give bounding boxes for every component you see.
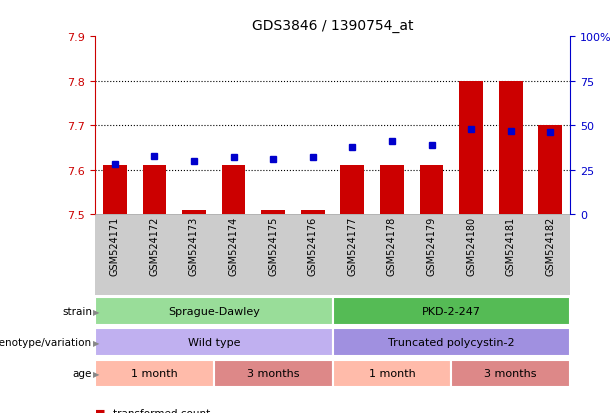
FancyBboxPatch shape — [95, 329, 333, 356]
Title: GDS3846 / 1390754_at: GDS3846 / 1390754_at — [252, 19, 413, 33]
Text: strain: strain — [62, 306, 92, 316]
Text: PKD-2-247: PKD-2-247 — [422, 306, 481, 316]
Bar — [222, 166, 245, 215]
Bar — [459, 81, 483, 215]
FancyBboxPatch shape — [451, 360, 570, 387]
Text: 3 months: 3 months — [247, 368, 299, 378]
Bar — [340, 166, 364, 215]
Bar — [538, 126, 562, 215]
Text: 1 month: 1 month — [131, 368, 178, 378]
FancyBboxPatch shape — [214, 360, 333, 387]
FancyBboxPatch shape — [333, 360, 451, 387]
Text: Wild type: Wild type — [188, 337, 240, 347]
Bar — [301, 210, 325, 215]
FancyBboxPatch shape — [95, 298, 333, 325]
Text: genotype/variation: genotype/variation — [0, 337, 92, 347]
FancyBboxPatch shape — [333, 298, 570, 325]
Text: transformed count: transformed count — [113, 408, 211, 413]
Bar — [261, 210, 285, 215]
Bar — [380, 166, 404, 215]
FancyBboxPatch shape — [333, 329, 570, 356]
Text: ▶: ▶ — [93, 307, 99, 316]
FancyBboxPatch shape — [95, 360, 214, 387]
Text: ▶: ▶ — [93, 369, 99, 378]
Bar — [420, 166, 443, 215]
Text: ■: ■ — [95, 408, 105, 413]
Bar — [499, 81, 523, 215]
Text: 1 month: 1 month — [368, 368, 416, 378]
Text: Sprague-Dawley: Sprague-Dawley — [168, 306, 260, 316]
Bar — [182, 210, 206, 215]
Text: Truncated polycystin-2: Truncated polycystin-2 — [388, 337, 515, 347]
Text: 3 months: 3 months — [484, 368, 537, 378]
Bar — [142, 166, 166, 215]
Text: age: age — [72, 368, 92, 378]
Text: ▶: ▶ — [93, 338, 99, 347]
Bar — [103, 166, 127, 215]
